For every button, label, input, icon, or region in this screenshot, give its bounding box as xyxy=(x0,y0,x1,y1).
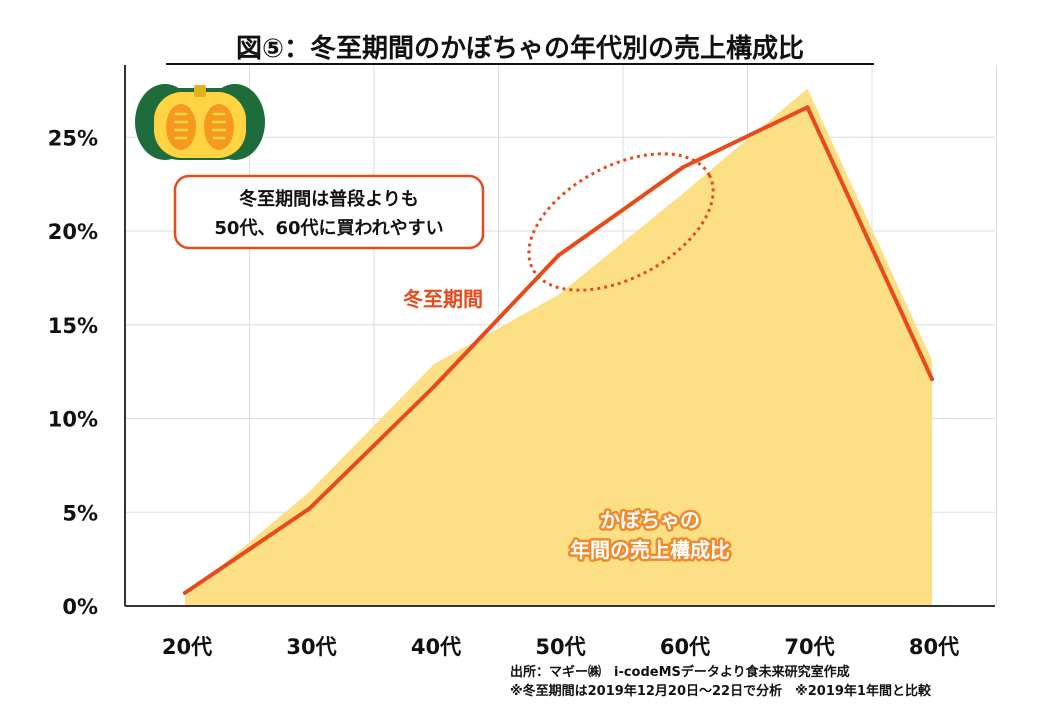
x-tick-label: 40代 xyxy=(411,635,461,659)
source-note-1: 出所：マギー㈱ i-codeMSデータより食未来研究室作成 xyxy=(510,664,850,680)
area-series-label-2: 年間の売上構成比 xyxy=(570,538,730,562)
highlight-ellipse xyxy=(527,152,715,292)
callout-box xyxy=(173,174,485,250)
line-point xyxy=(307,506,312,511)
chart-title: 図⑤：冬至期間のかぼちゃの年代別の売上構成比 xyxy=(236,33,804,64)
area-series-label-1: かぼちゃの xyxy=(600,508,700,532)
line-point xyxy=(681,165,685,170)
line-point xyxy=(556,253,561,258)
axes xyxy=(124,65,995,607)
line-point xyxy=(432,384,436,389)
line-series xyxy=(183,105,934,595)
callout-line-1: 冬至期間は普段よりも xyxy=(239,188,419,210)
line-series-label: 冬至期間 xyxy=(403,287,483,311)
annotation-callout: 冬至期間は普段よりも 50代、60代に買われやすい xyxy=(173,174,485,250)
x-tick-label: 20代 xyxy=(162,635,212,659)
pumpkin-icon xyxy=(135,84,265,160)
y-tick-label: 5% xyxy=(62,501,98,525)
area-series-fill xyxy=(185,88,932,606)
y-tick-label: 0% xyxy=(62,595,98,619)
source-note-2: ※冬至期間は2019年12月20日～22日で分析 ※2019年1年間と比較 xyxy=(510,683,932,699)
x-tick-label: 50代 xyxy=(535,635,585,659)
x-tick-label: 30代 xyxy=(286,635,336,659)
y-tick-label: 10% xyxy=(48,408,98,432)
line-point xyxy=(930,377,934,382)
y-tick-label: 25% xyxy=(48,126,98,150)
line-point xyxy=(183,590,187,595)
x-tick-label: 60代 xyxy=(660,635,710,659)
x-tick-label: 80代 xyxy=(909,635,959,659)
y-tick-label: 20% xyxy=(48,220,98,244)
area-series xyxy=(185,88,932,606)
y-tick-label: 15% xyxy=(48,314,98,338)
y-tick-labels: 0% 5% 10% 15% 20% 25% xyxy=(48,126,98,619)
x-tick-label: 70代 xyxy=(784,635,834,659)
callout-line-2: 50代、60代に買われやすい xyxy=(214,218,443,239)
line-point xyxy=(805,105,810,110)
x-tick-labels: 20代 30代 40代 50代 60代 70代 80代 xyxy=(162,635,959,659)
